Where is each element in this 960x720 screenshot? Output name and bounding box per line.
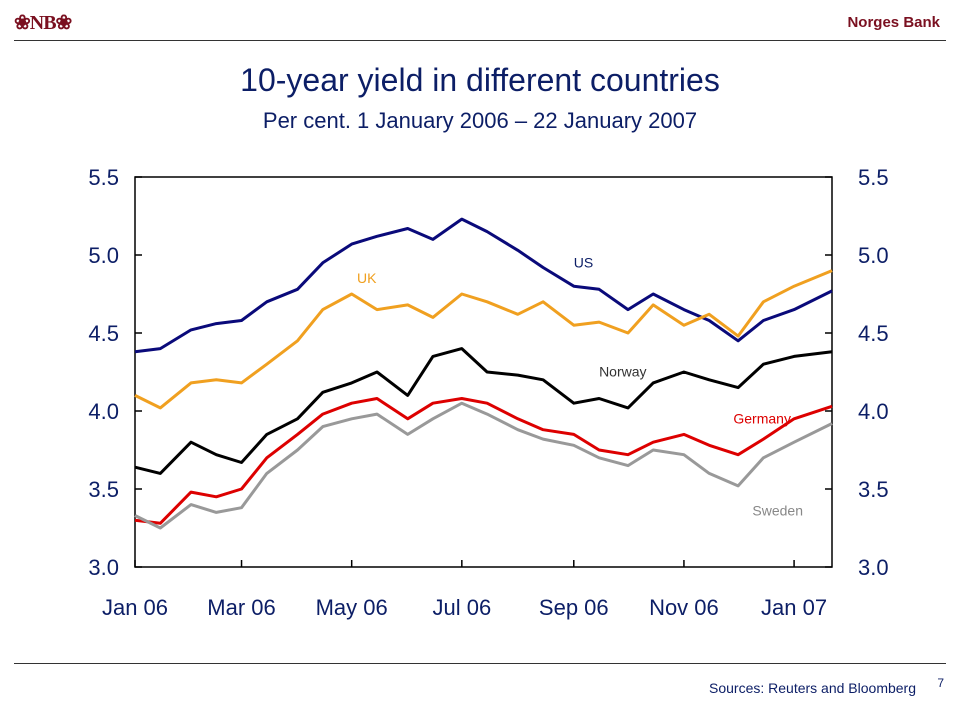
x-tick-label: May 06 (316, 595, 388, 620)
plot-area-frame (134, 176, 833, 568)
series-label-sweden: Sweden (752, 503, 803, 519)
y-tick-label-left: 3.5 (88, 477, 119, 502)
page-number: 7 (937, 676, 944, 690)
source-note: Sources: Reuters and Bloomberg (709, 680, 916, 696)
x-tick-label: Jan 06 (102, 595, 168, 620)
y-tick-label-left: 4.0 (88, 399, 119, 424)
y-tick-label-left: 3.0 (88, 555, 119, 580)
y-tick-label-right: 4.5 (858, 321, 889, 346)
x-tick-label: Jan 07 (761, 595, 827, 620)
y-tick-label-right: 4.0 (858, 399, 889, 424)
series-labels: US UK Norway Germany Sweden (357, 254, 803, 518)
x-tick-label: Sep 06 (539, 595, 609, 620)
left-y-axis: 3.0 3.5 4.0 4.5 5.0 5.5 (88, 165, 142, 580)
norges-bank-logo: ❀NB❀ (14, 12, 72, 34)
x-tick-label: Mar 06 (207, 595, 275, 620)
series-line-uk (134, 269, 833, 410)
x-tick-label: Jul 06 (432, 595, 491, 620)
footer-divider (14, 663, 946, 664)
y-tick-label-left: 4.5 (88, 321, 119, 346)
series-line-sweden (134, 401, 833, 530)
series-label-germany: Germany (733, 410, 791, 426)
x-axis: Jan 06 Mar 06 May 06 Jul 06 Sep 06 Nov 06 Jan … (102, 560, 827, 620)
series-line-norway (134, 347, 833, 475)
series-line-germany (134, 397, 833, 525)
right-y-axis: 3.0 3.5 4.0 4.5 5.0 5.5 (825, 165, 889, 580)
chart-title: 10-year yield in different countries (240, 62, 720, 98)
series-label-us: US (574, 254, 593, 270)
series-label-norway: Norway (599, 364, 646, 380)
y-tick-label-right: 5.5 (858, 165, 889, 190)
y-tick-label-left: 5.5 (88, 165, 119, 190)
bank-name: Norges Bank (847, 14, 940, 31)
y-tick-label-left: 5.0 (88, 243, 119, 268)
series-lines (134, 217, 833, 530)
chart-subtitle: Per cent. 1 January 2006 – 22 January 20… (262, 108, 698, 133)
y-tick-label-right: 5.0 (858, 243, 889, 268)
header-divider (14, 40, 946, 41)
x-tick-label: Nov 06 (649, 595, 719, 620)
series-line-us (134, 217, 833, 354)
y-tick-label-right: 3.0 (858, 555, 889, 580)
y-tick-label-right: 3.5 (858, 477, 889, 502)
series-label-uk: UK (357, 270, 377, 286)
